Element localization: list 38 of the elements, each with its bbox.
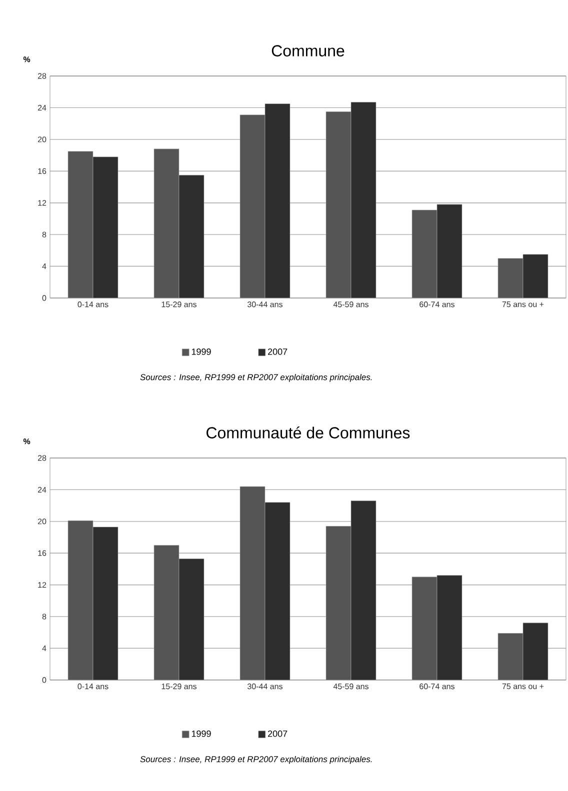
y-tick-label: 24	[38, 486, 46, 493]
legend-label: 2007	[268, 730, 288, 737]
y-tick-label: 24	[38, 104, 46, 110]
y-tick-label: 4	[42, 264, 46, 270]
x-tick-label: 0-14 ans	[78, 684, 108, 690]
legend-label: 1999	[192, 348, 211, 355]
y-tick-label: 20	[38, 136, 46, 142]
y-tick-label: 16	[38, 168, 46, 174]
y-tick-label: 12	[38, 582, 46, 588]
x-tick-label: 45-59 ans	[333, 684, 368, 690]
y-tick-label: 8	[42, 614, 46, 620]
y-tick-label: 0	[42, 677, 46, 683]
x-tick-label: 15-29 ans	[162, 302, 196, 308]
x-tick-label: 75 ans ou +	[502, 302, 544, 308]
y-tick-label: 28	[38, 73, 46, 79]
source-note: Sources : Insee, RP1999 et RP2007 exploitations principales.	[140, 756, 372, 764]
y-tick-label: 28	[38, 455, 46, 461]
y-tick-label: 16	[38, 550, 46, 556]
x-tick-label: 15-29 ans	[162, 684, 196, 690]
x-tick-label: 30-44 ans	[248, 302, 282, 308]
x-tick-label: 30-44 ans	[248, 684, 282, 690]
y-tick-label: 12	[38, 200, 46, 206]
x-tick-label: 0-14 ans	[78, 302, 108, 308]
source-note: Sources : Insee, RP1999 et RP2007 exploitations principales.	[140, 374, 372, 382]
legend-label: 2007	[268, 348, 288, 355]
y-axis-title: %	[23, 438, 30, 444]
y-axis-title: %	[23, 56, 30, 62]
y-tick-label: 0	[42, 295, 46, 301]
legend-label: 1999	[192, 730, 211, 737]
x-tick-label: 45-59 ans	[333, 302, 368, 308]
y-tick-label: 8	[42, 232, 46, 238]
x-tick-label: 75 ans ou +	[502, 684, 544, 690]
chart-title: Communauté de Communes	[206, 426, 410, 438]
x-tick-label: 60-74 ans	[420, 684, 454, 690]
x-tick-label: 60-74 ans	[420, 302, 454, 308]
y-tick-label: 20	[38, 518, 46, 524]
chart-title: Commune	[272, 45, 344, 56]
y-tick-label: 4	[42, 646, 46, 652]
